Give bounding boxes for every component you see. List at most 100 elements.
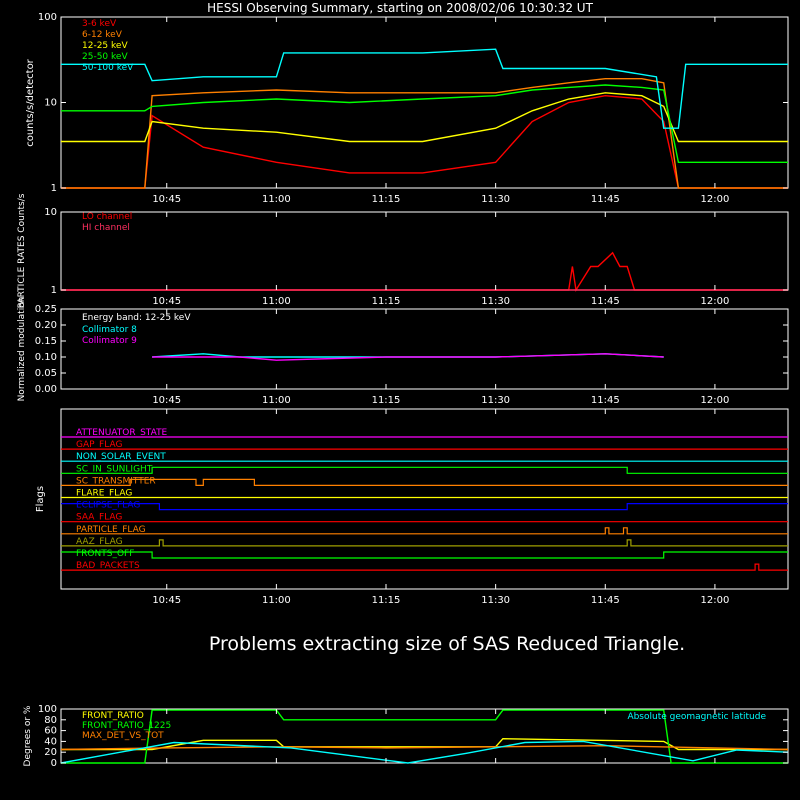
ratios-annotation: Absolute geomagnetic latitude <box>627 712 766 722</box>
flags-xtick-label-3: 11:30 <box>481 595 510 606</box>
particle_rates-ytick-label-0: 1 <box>51 285 57 296</box>
modulation-series-collimator-9 <box>152 353 664 361</box>
modulation-annotation: Energy band: 12-25 keV <box>82 313 191 323</box>
particle_rates-legend-lo-channel: LO channel <box>82 212 132 222</box>
lightcurves-ytick-label-2: 100 <box>38 12 57 23</box>
lightcurves-xtick-label-1: 11:00 <box>262 194 291 205</box>
ratios-legend-front-ratio: FRONT_RATIO <box>82 711 144 721</box>
panel-modulation: 0.00 0.05 0.10 0.15 0.20 0.25 10:45 11:00 11:15 1… <box>17 297 789 406</box>
modulation-xtick-label-4: 11:45 <box>591 395 620 406</box>
modulation-ytick-label-1: 0.05 <box>35 368 57 379</box>
flags-series-sc-in-sunlight <box>61 466 788 474</box>
modulation-ytick-label-3: 0.15 <box>35 336 57 347</box>
ratios-legend-max-det-vs-tot: MAX_DET_VS_TOT <box>82 731 164 741</box>
flags-label-eclipse-flag: ECLIPSE_FLAG <box>76 501 140 511</box>
flags-series-sc-transmitter <box>61 478 788 486</box>
modulation-ytick-label-4: 0.20 <box>35 320 57 331</box>
ratios-ytick-label-0: 0 <box>51 758 57 769</box>
status-message: Problems extracting size of SAS Reduced … <box>209 633 685 655</box>
ratios-legend: FRONT_RATIOFRONT_RATIO_1225MAX_DET_VS_TO… <box>82 711 171 741</box>
particle_rates-xtick-label-2: 11:15 <box>372 296 401 307</box>
ratios-ylabel: Degrees or % <box>23 705 33 766</box>
ratios-series-max-det-vs-tot <box>60 744 789 751</box>
particle-rates-ylabel: PARTICLE RATES Counts/s <box>17 193 27 308</box>
modulation-ytick-label-2: 0.10 <box>35 352 57 363</box>
panel-modulation-frame <box>60 308 789 390</box>
lightcurves-legend-6-12-kev: 6-12 keV <box>82 30 123 40</box>
figure-title: HESSI Observing Summary, starting on 200… <box>207 1 593 15</box>
flags-xtick-label-5: 12:00 <box>700 595 729 606</box>
modulation-xtick-label-0: 10:45 <box>152 395 181 406</box>
ratios-legend-front-ratio-1225: FRONT_RATIO_1225 <box>82 721 171 731</box>
flags-label-attenuator-state: ATTENUATOR_STATE <box>76 428 168 438</box>
lightcurves-xtick-label-2: 11:15 <box>372 194 401 205</box>
flags-label-saa-flag: SAA_FLAG <box>76 513 122 523</box>
particle_rates-xtick-label-0: 10:45 <box>152 296 181 307</box>
modulation-xtick-label-5: 12:00 <box>700 395 729 406</box>
lightcurves-series-3-6-kev <box>61 94 788 189</box>
particle_rates-legend-hi-channel: HI channel <box>82 223 130 233</box>
particle_rates-ytick-label-1: 10 <box>44 207 57 218</box>
lightcurves-plot-area <box>61 48 788 189</box>
particle_rates-xtick-label-4: 11:45 <box>591 296 620 307</box>
particle-rates-plot-area <box>61 251 788 292</box>
modulation-ytick-label-0: 0.00 <box>35 384 57 395</box>
lightcurves-series-50-100-kev <box>61 48 788 129</box>
modulation-xtick-label-2: 11:15 <box>372 395 401 406</box>
ratios-ytick-label-3: 60 <box>44 726 57 737</box>
modulation-plot-area <box>152 353 664 361</box>
ratios-ytick-label-2: 40 <box>44 736 57 747</box>
ratios-series-absolute-geomagnetic-latitude <box>60 740 789 764</box>
modulation-ytick-label-5: 0.25 <box>35 304 57 315</box>
ratios-ytick-label-1: 20 <box>44 747 57 758</box>
flags-label-sc-transmitter: SC_TRANSMITTER <box>76 476 156 486</box>
particle_rates-xtick-label-5: 12:00 <box>700 296 729 307</box>
modulation-xtick-label-1: 11:00 <box>262 395 291 406</box>
flags-series-particle-flag <box>61 527 788 535</box>
ratios-plot-area <box>60 709 789 764</box>
lightcurves-legend-3-6-kev: 3-6 keV <box>82 19 117 29</box>
lightcurves-xtick-label-3: 11:30 <box>481 194 510 205</box>
ratios-series-front-ratio <box>61 737 788 751</box>
flags-plot-area: ATTENUATOR_STATE GAP_FLAG NON_SOLAR_EVENT S… <box>61 428 788 571</box>
ratios-series-front-ratio-1225 <box>61 709 788 764</box>
flags-ylabel: Flags <box>35 486 46 512</box>
particle_rates-series-lo-channel <box>61 251 788 292</box>
flags-label-bad-packets: BAD_PACKETS <box>76 561 140 571</box>
ratios-ytick-label-5: 100 <box>38 704 57 715</box>
panel-ratios-frame <box>60 708 789 764</box>
modulation-legend-collimator-9: Collimator 9 <box>82 336 137 346</box>
lightcurves-ytick-label-0: 1 <box>51 183 57 194</box>
lightcurves-xtick-label-5: 12:00 <box>700 194 729 205</box>
particle_rates-xtick-label-1: 11:00 <box>262 296 291 307</box>
flags-xtick-label-4: 11:45 <box>591 595 620 606</box>
modulation-legend-collimator-8: Collimator 8 <box>82 325 137 335</box>
flags-series-aaz-flag <box>61 539 788 547</box>
lightcurves-legend-25-50-kev: 25-50 keV <box>82 52 128 62</box>
particle_rates-xtick-label-3: 11:30 <box>481 296 510 307</box>
modulation-xtick-label-3: 11:30 <box>481 395 510 406</box>
flags-series-fronts-off <box>61 551 788 559</box>
lightcurves-ylabel: counts/s/detector <box>25 58 36 146</box>
lightcurves-ytick-label-1: 10 <box>44 98 57 109</box>
flags-xtick-label-0: 10:45 <box>152 595 181 606</box>
lightcurves-series-12-25-kev <box>61 92 788 143</box>
flags-label-gap-flag: GAP_FLAG <box>76 440 122 450</box>
lightcurves-legend-12-25-kev: 12-25 keV <box>82 41 128 51</box>
flags-xtick-label-2: 11:15 <box>372 595 401 606</box>
flags-label-fronts-off: FRONTS_OFF <box>76 549 134 559</box>
flags-label-flare-flag: FLARE_FLAG <box>76 489 132 499</box>
panel-particle-frame <box>60 211 789 291</box>
flags-label-particle-flag: PARTICLE_FLAG <box>76 525 146 535</box>
ratios-ytick-label-4: 80 <box>44 715 57 726</box>
lightcurves-series-6-12-kev <box>61 77 788 189</box>
flags-label-aaz-flag: AAZ_FLAG <box>76 537 123 547</box>
panel-flags-frame <box>60 408 789 590</box>
flags-series-eclipse-flag <box>61 503 788 511</box>
lightcurves-legend-50-100-kev: 50-100 keV <box>82 63 134 73</box>
